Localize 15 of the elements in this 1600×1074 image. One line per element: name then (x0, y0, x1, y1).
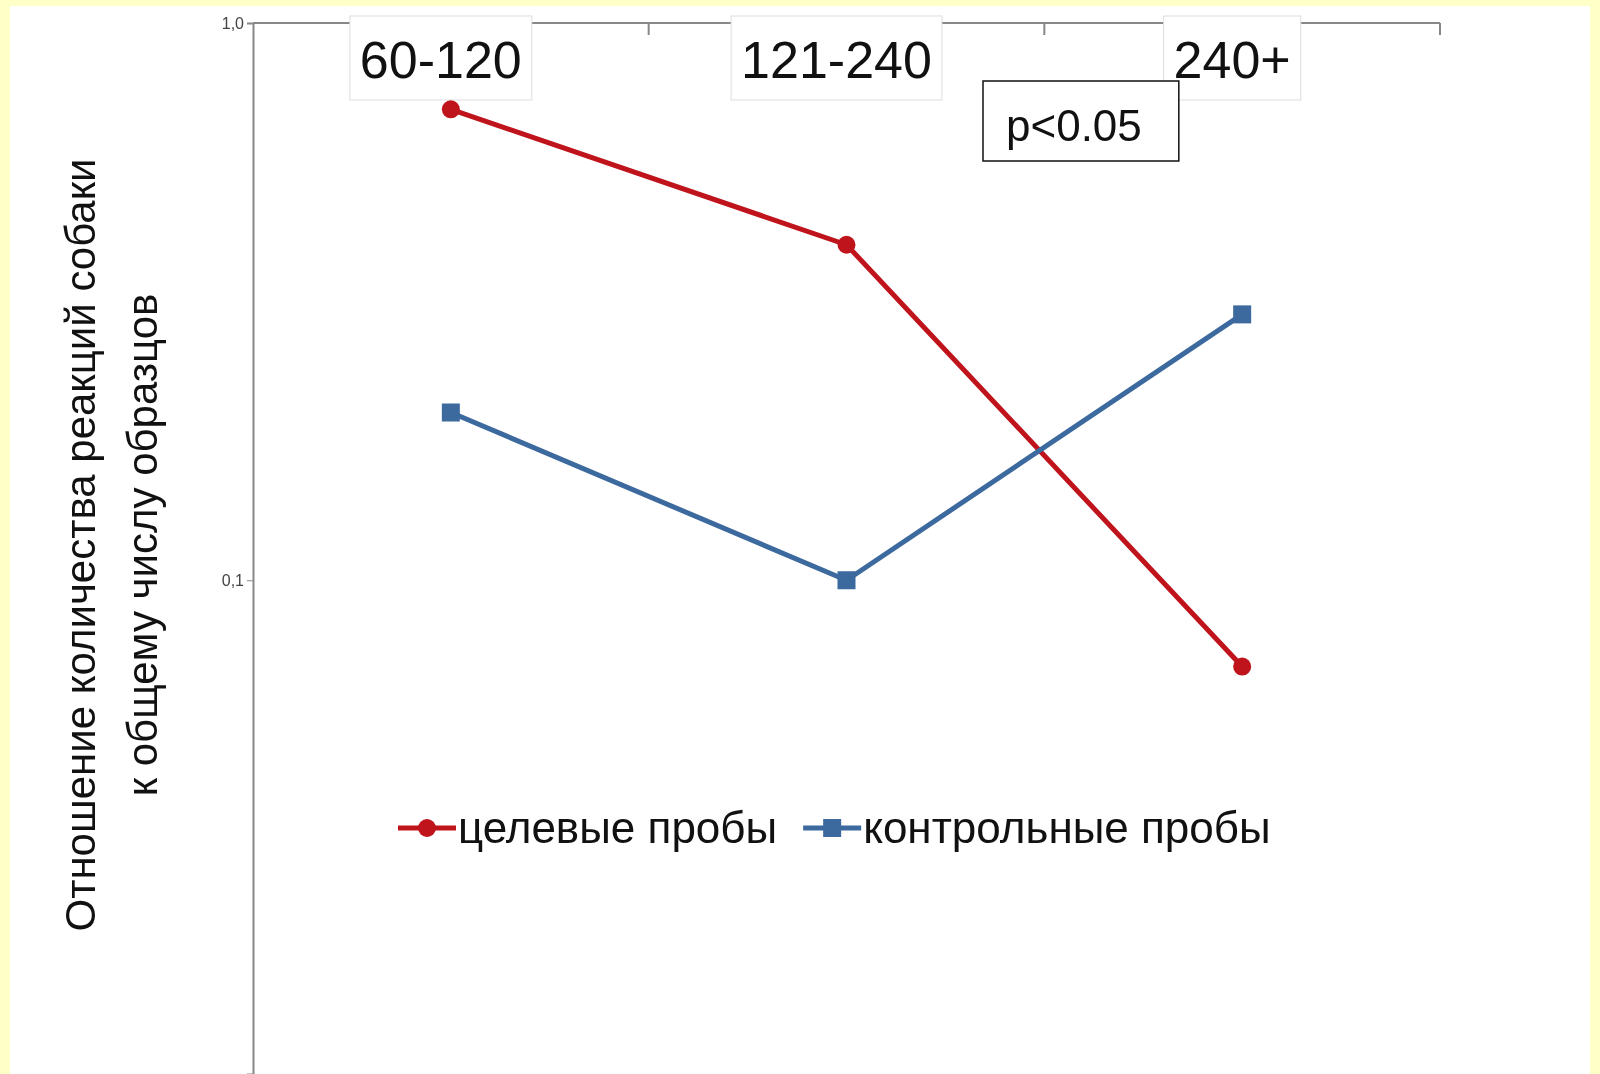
point (1233, 657, 1252, 676)
x-tick-label: 60-120 (359, 31, 522, 89)
point (837, 235, 856, 254)
legend-label: контрольные пробы (863, 803, 1271, 852)
x-tick-label: 121-240 (741, 31, 932, 89)
point (837, 571, 856, 590)
annotation: p<0.05 (1006, 101, 1142, 150)
point (441, 403, 460, 422)
y-tick-label: 0,1 (221, 571, 245, 589)
y-tick-label: 1,0 (221, 14, 245, 32)
y-axis-title: Отношение количества реакций собаки к общему числу образцов (57, 158, 166, 932)
point (1233, 305, 1252, 324)
point (441, 100, 460, 119)
legend-label: целевые пробы (458, 803, 778, 852)
x-tick-label: 240+ (1173, 31, 1291, 89)
